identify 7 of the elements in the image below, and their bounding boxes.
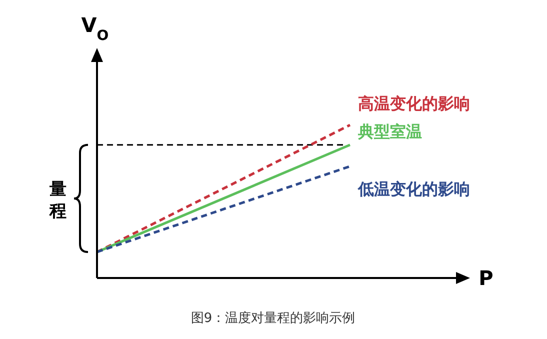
x-axis-title: P — [478, 266, 494, 290]
text: 图9：温度对量程的影响示例 — [190, 310, 356, 326]
series-label: 低温变化的影响 — [357, 179, 470, 198]
series-label: 高温变化的影响 — [358, 94, 470, 113]
series-label: 典型室温 — [357, 122, 422, 141]
y-axis-title: V$_{O}$ — [81, 13, 109, 44]
text: 量程 — [48, 179, 66, 222]
